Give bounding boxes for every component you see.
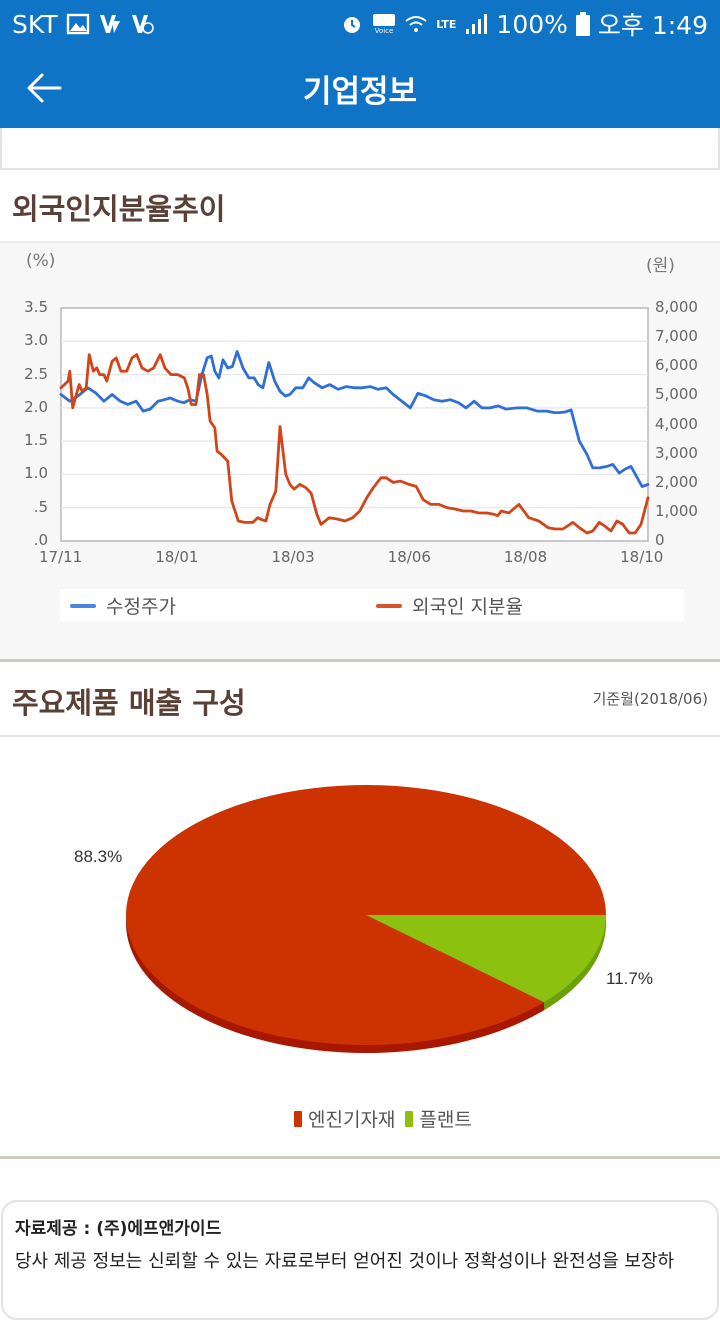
legend-engine-label: 엔진기자재 (308, 1109, 396, 1131)
x-axis-tick: 18/10 (620, 548, 664, 566)
right-axis-tick: 5,000 (655, 385, 698, 404)
price-swatch (70, 603, 96, 608)
pie-slice-plant (366, 915, 606, 1003)
pie-plot (126, 785, 606, 1053)
right-axis-tick: 8,000 (655, 298, 698, 316)
foreign-ownership-title: 외국인지분율추이 (12, 192, 226, 226)
plant-swatch (405, 1110, 414, 1127)
left-axis-unit: (%) (26, 251, 56, 271)
left-axis-tick: 1.0 (24, 464, 48, 483)
product-sales-chart: 88.3% 11.7% 엔진기자재 플랜트 (0, 739, 720, 1159)
v-app-badge-icon (131, 15, 154, 34)
legend-foreign-label: 외국인 지분율 (412, 596, 523, 618)
app-bar: 기업정보 (0, 48, 720, 128)
foreign-ownership-line (59, 353, 650, 535)
signal-icon (466, 14, 488, 34)
battery-icon (575, 12, 590, 36)
left-axis-tick: 2.5 (24, 364, 48, 383)
legend-item-price: 수정주가 (70, 592, 176, 619)
arrow-left-icon[interactable] (24, 68, 64, 108)
x-axis-tick: 18/06 (387, 548, 431, 566)
x-axis-tick: 18/08 (503, 548, 548, 566)
left-axis-tick: .0 (33, 531, 48, 549)
line-plot (59, 307, 650, 542)
legend-price-label: 수정주가 (106, 596, 176, 618)
right-axis-tick: 0 (655, 531, 665, 549)
right-axis-tick: 3,000 (655, 443, 698, 462)
svg-text:Voice: Voice (375, 27, 394, 35)
pie-legend: 엔진기자재 플랜트 (294, 1105, 472, 1132)
right-axis-unit: (원) (646, 256, 675, 276)
data-provider: 자료제공 : (주)에프앤가이드 (15, 1219, 222, 1239)
wifi-icon (405, 16, 427, 32)
left-axis-tick: 3.0 (24, 331, 48, 350)
blank-card (0, 128, 720, 170)
line-legend: 수정주가 외국인 지분율 (60, 589, 684, 621)
legend-plant-label: 플랜트 (419, 1109, 472, 1131)
gallery-icon (66, 13, 89, 35)
left-axis-tick: 2.0 (24, 397, 48, 416)
engine-swatch (294, 1110, 302, 1127)
left-axis-tick: 1.5 (24, 431, 48, 450)
hd-voice-icon: Voice (373, 14, 396, 35)
left-axis-tick: .5 (33, 497, 48, 516)
source-card: 자료제공 : (주)에프앤가이드 당사 제공 정보는 신뢰할 수 있는 자료로부… (1, 1200, 719, 1320)
battery-percent: 100% (496, 9, 568, 39)
legend-item-foreign: 외국인 지분율 (376, 592, 523, 619)
v-app-icon (99, 15, 120, 33)
lte-icon: LTE (436, 17, 457, 31)
right-axis-tick: 6,000 (655, 356, 698, 375)
adjusted-price-line (59, 350, 650, 488)
product-sales-title: 주요제품 매출 구성 (12, 686, 246, 720)
disclaimer: 당사 제공 정보는 신뢰할 수 있는 자료로부터 얻어진 것이나 정확성이나 완… (15, 1251, 675, 1272)
left-axis-tick: 3.5 (24, 298, 48, 316)
right-axis-tick: 2,000 (655, 472, 698, 491)
clock: 오후 1:49 (597, 11, 708, 40)
page-title: 기업정보 (302, 74, 418, 110)
x-axis-tick: 18/03 (271, 548, 315, 566)
pie-label-engine: 88.3% (74, 847, 123, 866)
carrier-label: SKT (12, 9, 58, 39)
x-axis-tick: 18/01 (155, 548, 199, 566)
right-axis-tick: 1,000 (655, 501, 698, 520)
x-axis-tick: 17/11 (39, 548, 83, 566)
foreign-ownership-chart: (%) (원) 3.5 3.0 2.5 2.0 1.5 1.0 .5 .0 8,000 7,00… (0, 241, 720, 662)
pie-label-plant: 11.7% (606, 969, 653, 988)
right-axis-tick: 4,000 (655, 414, 698, 433)
as-of-date: 기준월(2018/06) (592, 690, 708, 708)
product-sales-header: 주요제품 매출 구성 기준월(2018/06) (0, 662, 720, 737)
status-bar: SKT Voice LTE 100% 오후 1:49 (0, 0, 720, 48)
foreign-swatch (376, 603, 402, 608)
right-axis-tick: 7,000 (655, 327, 698, 346)
alarm-icon (344, 17, 361, 33)
